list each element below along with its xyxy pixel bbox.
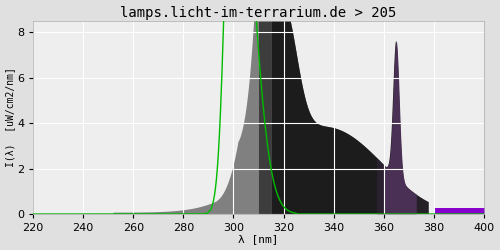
Title: lamps.licht-im-terrarium.de > 205: lamps.licht-im-terrarium.de > 205 bbox=[120, 6, 396, 20]
X-axis label: λ [nm]: λ [nm] bbox=[238, 234, 279, 244]
Y-axis label: I(λ)  [uW/cm2/nm]: I(λ) [uW/cm2/nm] bbox=[6, 68, 16, 167]
